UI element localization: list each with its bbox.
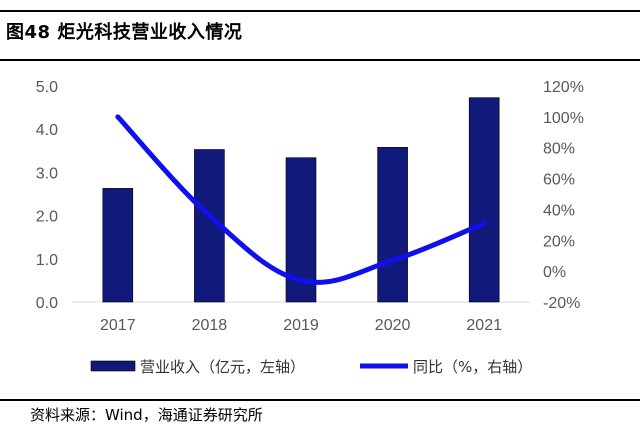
- y-left-tick-label: 0.0: [36, 295, 58, 312]
- y-left-tick-label: 1.0: [36, 252, 58, 269]
- y-left-tick-label: 4.0: [36, 122, 58, 139]
- y-left-tick-label: 5.0: [36, 79, 58, 96]
- x-tick-label: 2021: [466, 317, 502, 334]
- series-line-yoy: [115, 114, 487, 285]
- y-right-tick-label: 120%: [543, 79, 584, 96]
- legend-label-line: 同比（%，右轴）: [413, 358, 532, 376]
- title-rule: [0, 59, 640, 61]
- x-tick-label: 2018: [192, 317, 228, 334]
- y-right-tick-label: 100%: [543, 110, 584, 127]
- source-note: 资料来源：Wind，海通证券研究所: [30, 406, 263, 424]
- y-right-tick-label: 0%: [543, 264, 566, 281]
- legend-label-bar: 营业收入（亿元，左轴）: [140, 358, 305, 376]
- x-tick-label: 2020: [375, 317, 411, 334]
- y-right-tick-label: -20%: [543, 295, 580, 312]
- y-right-tick-label: 40%: [543, 202, 575, 219]
- bar: [102, 188, 134, 303]
- y-left-tick-label: 3.0: [36, 165, 58, 182]
- x-tick-label: 2017: [100, 317, 136, 334]
- y-left-tick-label: 2.0: [36, 209, 58, 226]
- bar: [377, 147, 408, 303]
- top-rule: [0, 10, 640, 12]
- y-right-tick-label: 60%: [543, 172, 575, 189]
- bottom-rule: [0, 399, 640, 401]
- x-tick-label: 2019: [283, 317, 319, 334]
- figure-title: 图48 炬光科技营业收入情况: [6, 22, 243, 43]
- y-right-tick-label: 80%: [543, 141, 575, 158]
- legend-swatch-bar: [90, 360, 136, 372]
- y-right-tick-label: 20%: [543, 233, 575, 250]
- bar: [468, 97, 500, 303]
